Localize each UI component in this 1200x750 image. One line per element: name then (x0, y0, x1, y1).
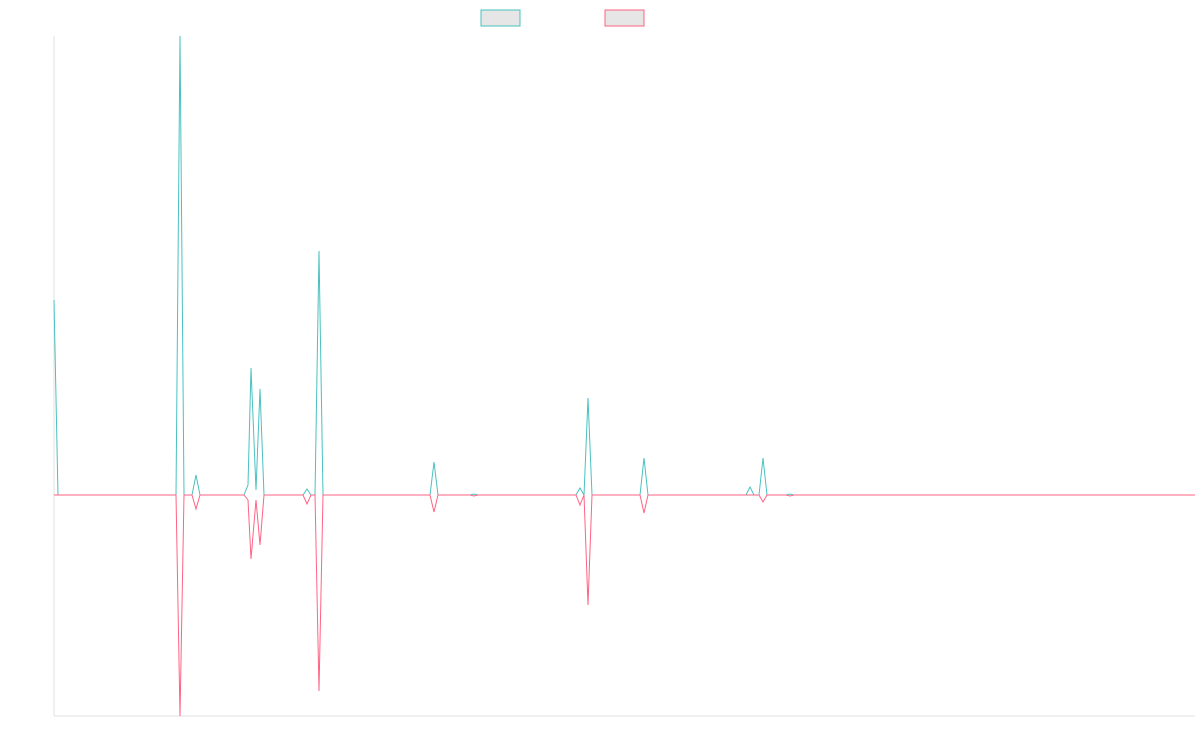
legend-swatch[interactable] (604, 9, 645, 27)
series-line (54, 494, 1195, 717)
series-line (53, 35, 1195, 497)
legend-swatch[interactable] (480, 9, 521, 27)
